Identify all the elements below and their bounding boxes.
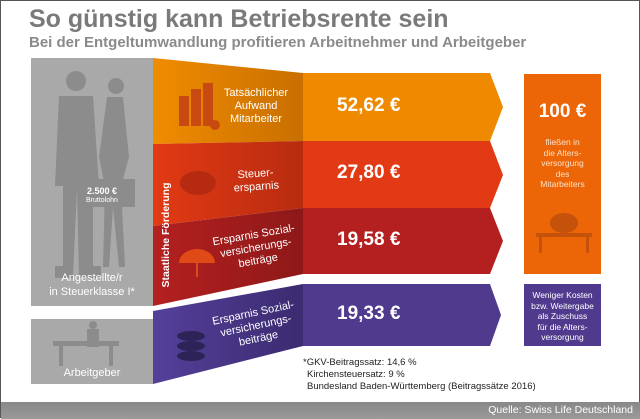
source-text: Quelle: Swiss Life Deutschland <box>488 404 633 416</box>
employer-label: Arbeitgeber <box>63 367 121 379</box>
piggy-bench-icon <box>536 213 592 253</box>
page-subtitle: Bei der Entgeltumwandlung profitieren Ar… <box>29 34 527 51</box>
result-amount: 100 € <box>538 101 587 122</box>
band-red <box>153 141 303 226</box>
salary-amount: 2.500 € <box>86 186 117 196</box>
footnote: *GKV-Beitragssatz: 14,6 % Kirchensteuersa… <box>303 357 536 392</box>
piggy-bank-icon <box>180 171 216 195</box>
employee-label: Angestellte/r in Steuerklasse I* <box>31 271 153 299</box>
arrow-red <box>303 141 503 208</box>
band-orange <box>153 58 303 144</box>
arrow-orange <box>303 73 503 141</box>
salary: 2.500 € Bruttolohn <box>86 186 118 206</box>
salary-label: Bruttolohn <box>86 197 118 204</box>
arrow-darkred <box>303 208 503 274</box>
umbrella-icon <box>179 249 215 277</box>
employer-box-text: Weniger Kosten bzw. Weitergabe als Zuschus… <box>531 290 594 342</box>
amount-tax-saving: 27,80 € <box>337 162 401 183</box>
employee-label-line: in Steuerklasse I* <box>49 286 135 298</box>
source-bar <box>1 402 640 419</box>
page-title: So günstig kann Betriebsrente sein <box>29 5 449 33</box>
arrow-purple <box>303 284 501 346</box>
amount-social-saving-employee: 19,58 € <box>337 229 401 250</box>
coin-stack-icon <box>179 83 220 130</box>
desk-worker-icon <box>53 321 119 366</box>
result-text: fließen in die Alters-versorgung des Mitarb… <box>540 137 585 189</box>
band-darkred <box>153 208 303 306</box>
employee-label-line: Angestellte/r <box>61 272 123 284</box>
silhouette-man-icon <box>55 71 101 278</box>
employer-box <box>524 284 601 346</box>
state-support-label: Staatliche Förderung <box>160 182 172 288</box>
amount-employee-cost: 52,62 € <box>337 95 401 116</box>
coins-icon <box>177 331 205 361</box>
briefcase-icon <box>91 179 135 207</box>
row-label: Tatsächlicher Aufwand Mitarbeiter <box>223 87 289 125</box>
amount-social-saving-employer: 19,33 € <box>337 303 401 324</box>
